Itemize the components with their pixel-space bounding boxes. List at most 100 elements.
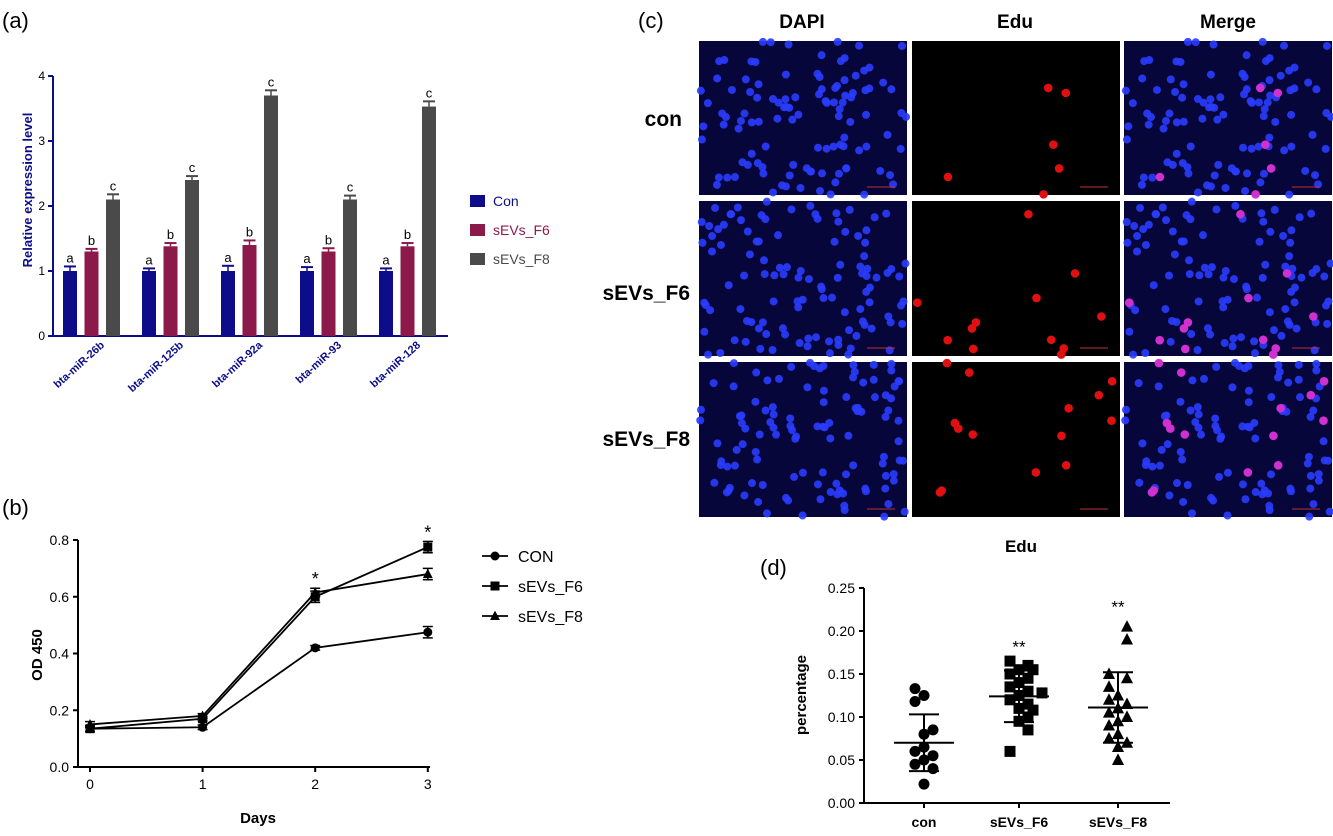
dapi-nucleus	[1206, 330, 1215, 339]
dapi-nucleus	[817, 285, 826, 294]
dapi-nucleus	[1121, 86, 1130, 95]
dapi-nucleus	[1250, 349, 1259, 358]
dapi-nucleus	[1304, 78, 1313, 87]
dapi-nucleus	[710, 478, 719, 487]
b-y-tick-label: 0.0	[50, 759, 70, 775]
dapi-nucleus	[1200, 263, 1209, 272]
dapi-nucleus	[869, 375, 878, 384]
dapi-nucleus	[856, 305, 865, 314]
dapi-nucleus	[769, 297, 778, 306]
dapi-nucleus	[791, 93, 800, 102]
dapi-nucleus	[819, 386, 828, 395]
d-point-con	[909, 745, 921, 757]
edu-nucleus	[950, 418, 960, 428]
dapi-nucleus	[822, 98, 831, 107]
dapi-nucleus	[1244, 398, 1253, 407]
dapi-nucleus	[865, 298, 874, 307]
dapi-nucleus	[1311, 171, 1320, 180]
dapi-nucleus	[1243, 169, 1252, 178]
a-significance-letter: b	[167, 227, 174, 242]
dapi-nucleus	[754, 497, 763, 506]
dapi-nucleus	[1238, 69, 1247, 78]
d-y-tick-label: 0.00	[828, 795, 855, 811]
dapi-nucleus	[1292, 324, 1301, 333]
dapi-nucleus	[1159, 124, 1168, 133]
dapi-nucleus	[1264, 489, 1273, 498]
dapi-nucleus	[1157, 445, 1166, 454]
dapi-nucleus	[1121, 416, 1130, 425]
dapi-nucleus	[757, 211, 766, 220]
dapi-nucleus	[717, 457, 726, 466]
dapi-nucleus	[1186, 406, 1195, 415]
dapi-nucleus	[699, 122, 708, 131]
dapi-nucleus	[1144, 120, 1153, 129]
dapi-nucleus	[1321, 144, 1330, 153]
dapi-nucleus	[1176, 397, 1185, 406]
dapi-nucleus	[706, 306, 715, 315]
dapi-nucleus	[863, 264, 872, 273]
dapi-nucleus	[842, 164, 851, 173]
panel-label-b: (b)	[2, 495, 29, 520]
dapi-nucleus	[794, 110, 803, 119]
dapi-nucleus	[754, 117, 763, 126]
dapi-nucleus	[849, 361, 858, 370]
dapi-nucleus	[1131, 306, 1140, 315]
dapi-nucleus	[1191, 38, 1200, 47]
dapi-nucleus	[1172, 118, 1181, 127]
d-point-con	[927, 724, 939, 736]
merge-nucleus	[1255, 83, 1265, 93]
dapi-nucleus	[732, 445, 741, 454]
dapi-nucleus	[855, 41, 864, 50]
dapi-nucleus	[1220, 339, 1229, 348]
dapi-nucleus	[1308, 130, 1317, 139]
b-point-CON	[423, 627, 433, 637]
d-point-sEVs_F6	[1022, 672, 1034, 684]
dapi-nucleus	[774, 231, 783, 240]
dapi-nucleus	[1280, 146, 1289, 155]
dapi-nucleus	[712, 180, 721, 189]
dapi-nucleus	[839, 489, 848, 498]
merge-nucleus	[1243, 468, 1253, 477]
dapi-nucleus	[845, 326, 854, 335]
dapi-nucleus	[1193, 346, 1202, 355]
micrograph-edu-con	[912, 41, 1120, 199]
merge-nucleus	[1266, 164, 1276, 173]
dapi-nucleus	[1294, 360, 1303, 369]
edu-nucleus	[1039, 190, 1048, 199]
d-y-tick-label: 0.10	[828, 709, 855, 725]
dapi-nucleus	[1229, 334, 1238, 343]
a-bar-sEVs_F8	[422, 106, 436, 336]
dapi-nucleus	[1309, 406, 1318, 415]
dapi-nucleus	[1245, 423, 1254, 432]
a-significance-letter: c	[426, 85, 433, 100]
dapi-nucleus	[1263, 98, 1272, 107]
micrograph-background	[1124, 41, 1332, 195]
dapi-nucleus	[894, 437, 903, 446]
a-significance-letter: c	[110, 178, 117, 193]
dapi-nucleus	[798, 468, 807, 477]
dapi-nucleus	[747, 149, 756, 158]
dapi-nucleus	[1290, 63, 1299, 72]
dapi-nucleus	[897, 41, 906, 50]
dapi-nucleus	[879, 78, 888, 87]
dapi-nucleus	[1183, 163, 1192, 172]
dapi-nucleus	[741, 337, 750, 346]
dapi-nucleus	[755, 430, 764, 439]
dapi-nucleus	[1176, 57, 1185, 66]
dapi-nucleus	[860, 190, 869, 199]
b-x-tick-label: 0	[86, 776, 94, 792]
edu-nucleus	[1049, 140, 1058, 149]
dapi-nucleus	[1287, 487, 1296, 496]
edu-nucleus	[1043, 83, 1053, 93]
dapi-nucleus	[833, 273, 842, 282]
dapi-nucleus	[796, 183, 805, 192]
dapi-nucleus	[720, 56, 729, 65]
dapi-nucleus	[845, 205, 854, 214]
merge-nucleus	[1261, 140, 1270, 149]
b-significance-star: *	[424, 522, 431, 542]
dapi-nucleus	[841, 91, 850, 100]
dapi-nucleus	[1279, 231, 1288, 240]
dapi-nucleus	[1228, 342, 1237, 351]
dapi-nucleus	[883, 130, 892, 139]
dapi-nucleus	[762, 197, 771, 206]
